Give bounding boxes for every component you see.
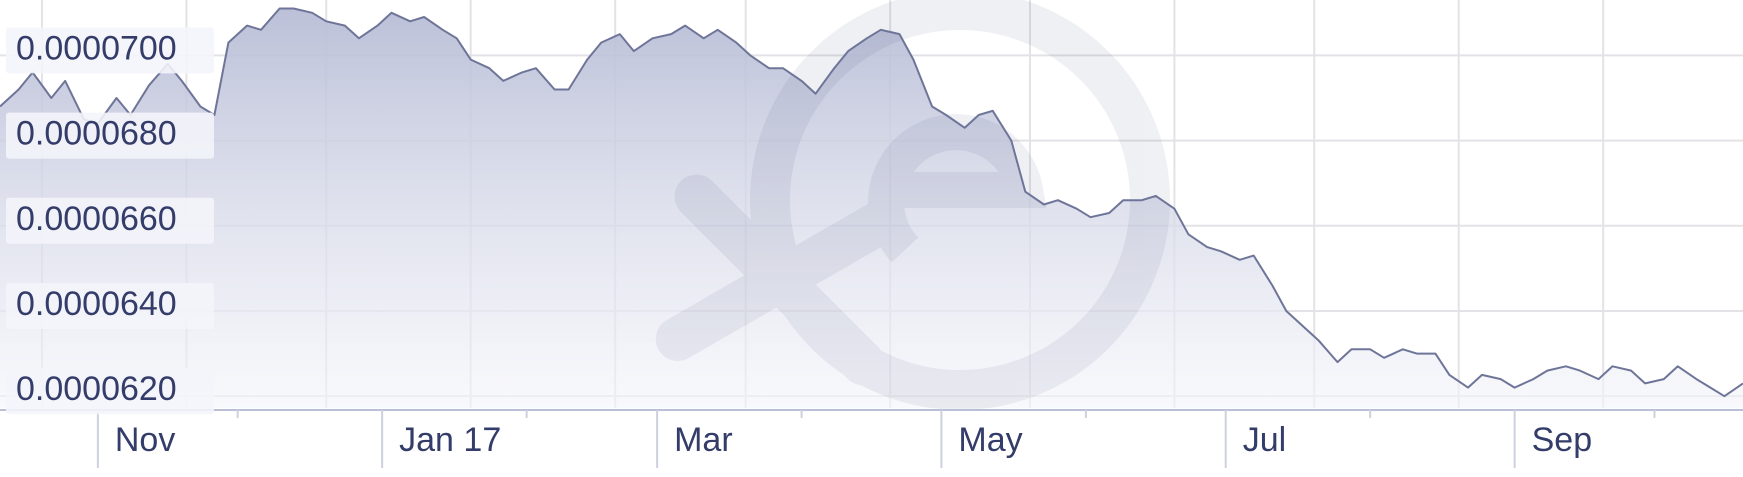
x-tick-label: Mar bbox=[674, 421, 733, 459]
y-tick-label: 0.0000660 bbox=[16, 200, 177, 238]
x-tick-label: Sep bbox=[1532, 421, 1593, 459]
y-tick-label: 0.0000700 bbox=[16, 29, 177, 67]
x-tick-label: Jan 17 bbox=[399, 421, 501, 459]
y-tick-label-background bbox=[6, 197, 214, 244]
area-series bbox=[0, 8, 1743, 408]
xe-watermark-logo bbox=[655, 0, 1170, 410]
y-tick-label: 0.0000620 bbox=[16, 370, 177, 408]
series-line bbox=[0, 7, 1743, 398]
x-tick-label: Jul bbox=[1243, 421, 1286, 459]
y-tick-label: 0.0000640 bbox=[16, 285, 177, 323]
x-axis-labels: Nov Jan 17 Mar May Jul Sep bbox=[115, 421, 1592, 459]
line-series bbox=[0, 7, 1743, 398]
x-tick-label: Nov bbox=[115, 421, 175, 459]
y-tick-label-background bbox=[6, 282, 214, 329]
y-tick-label: 0.0000680 bbox=[16, 115, 177, 153]
x-axis bbox=[0, 409, 1743, 468]
x-tick-label: May bbox=[958, 421, 1022, 459]
y-tick-label-background bbox=[6, 27, 214, 74]
series-area bbox=[0, 8, 1743, 408]
y-axis-labels: 0.0000620 0.0000640 0.0000660 0.0000680 0.00… bbox=[6, 27, 214, 415]
y-tick-label-background bbox=[6, 112, 214, 159]
y-tick-label-background bbox=[6, 368, 214, 415]
